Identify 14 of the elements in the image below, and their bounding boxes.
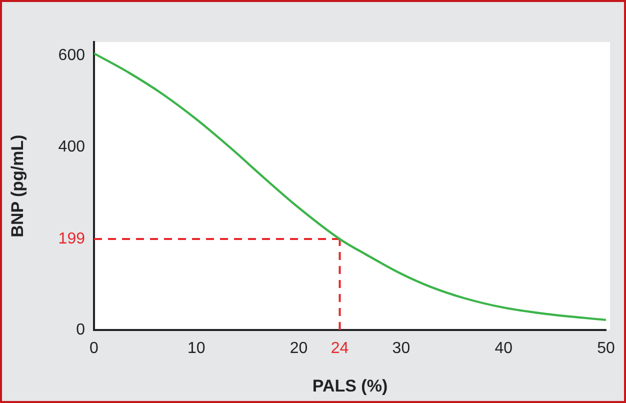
ref-line-label: 24 bbox=[330, 340, 349, 358]
y-tick-label: 600 bbox=[58, 47, 86, 64]
x-tick-label: 20 bbox=[290, 340, 308, 358]
x-axis-title: PALS (%) bbox=[312, 376, 388, 396]
ref-line-label: 199 bbox=[58, 230, 86, 248]
x-tick-label: 40 bbox=[494, 340, 513, 358]
x-tick-label: 50 bbox=[597, 340, 615, 358]
x-tick-label: 10 bbox=[188, 340, 206, 358]
x-tick-label: 30 bbox=[392, 340, 410, 358]
y-axis-title: BNP (pg/mL) bbox=[8, 134, 27, 238]
y-tick-label: 0 bbox=[76, 321, 86, 338]
y-tick-label: 400 bbox=[58, 138, 86, 156]
line-series bbox=[94, 52, 606, 322]
x-tick-label: 0 bbox=[90, 340, 99, 358]
